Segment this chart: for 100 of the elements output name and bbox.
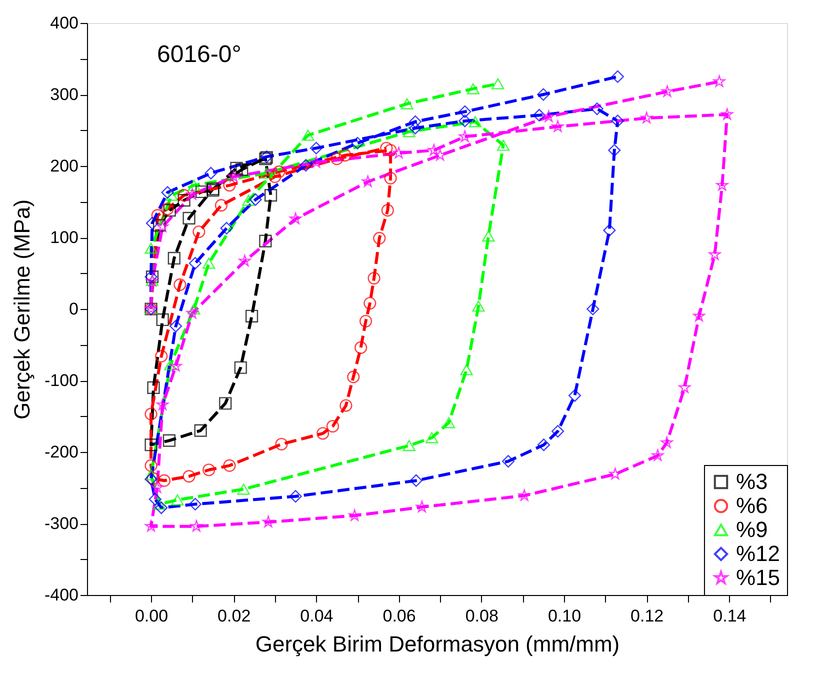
- point: [152, 219, 166, 232]
- point: [147, 381, 160, 394]
- point: [202, 258, 216, 269]
- point: [300, 158, 312, 172]
- point: [204, 166, 218, 180]
- point: [434, 148, 446, 160]
- point: [188, 256, 202, 270]
- point: [144, 469, 158, 480]
- x-tick-label: 0.02: [218, 606, 251, 626]
- point: [156, 313, 169, 326]
- point: [151, 481, 164, 493]
- point: [661, 85, 674, 97]
- point: [330, 152, 344, 166]
- point: [458, 114, 472, 128]
- point: [161, 186, 174, 199]
- point: [310, 142, 323, 154]
- x-tick-label: 0.12: [630, 606, 664, 626]
- point: [603, 224, 616, 237]
- point: [228, 170, 240, 182]
- point: [678, 381, 691, 393]
- point: [609, 468, 622, 480]
- point: [151, 209, 164, 222]
- point: [152, 498, 166, 510]
- point: [236, 163, 248, 176]
- legend-label: %12: [736, 541, 780, 566]
- point: [532, 108, 546, 122]
- point: [392, 146, 405, 158]
- point: [608, 144, 621, 157]
- point: [158, 474, 171, 487]
- annotation: 6016-0°: [157, 41, 242, 68]
- point: [262, 516, 274, 528]
- x-tick-label: 0.00: [134, 606, 168, 626]
- point: [381, 204, 394, 217]
- point: [272, 165, 286, 178]
- point: [264, 189, 278, 202]
- point: [402, 126, 416, 138]
- point: [259, 234, 272, 248]
- x-tick-label: 0.10: [548, 606, 582, 626]
- point: [542, 110, 555, 122]
- point: [290, 212, 302, 224]
- point: [144, 242, 158, 254]
- y-tick-label: 200: [50, 156, 78, 176]
- y-tick-label: 100: [50, 228, 78, 247]
- point: [460, 364, 473, 376]
- point: [351, 136, 364, 150]
- point: [186, 306, 198, 318]
- point: [472, 300, 485, 312]
- point: [348, 509, 361, 521]
- point: [156, 398, 169, 410]
- point: [182, 212, 196, 224]
- point: [316, 427, 330, 440]
- point: [220, 222, 233, 235]
- point: [409, 115, 422, 128]
- point: [310, 156, 322, 168]
- point: [302, 130, 314, 141]
- point: [384, 172, 397, 184]
- point: [242, 194, 255, 206]
- point: [186, 188, 198, 200]
- point: [442, 417, 456, 428]
- x-tick-label: 0.08: [465, 606, 498, 626]
- point: [362, 175, 374, 187]
- x-tick-label: 0.06: [382, 606, 416, 626]
- point: [196, 185, 208, 198]
- point: [249, 193, 262, 206]
- point: [260, 168, 273, 179]
- point: [144, 408, 158, 420]
- point: [155, 350, 168, 362]
- legend-label: %9: [736, 517, 768, 542]
- point: [289, 490, 302, 503]
- point: [165, 190, 178, 201]
- point: [188, 498, 202, 510]
- legend-label: %15: [736, 565, 780, 590]
- point: [640, 112, 653, 124]
- point: [178, 194, 190, 207]
- point: [537, 88, 550, 101]
- point: [144, 520, 158, 532]
- point: [144, 438, 158, 452]
- point: [482, 230, 495, 242]
- point: [708, 248, 721, 260]
- point: [168, 252, 180, 265]
- x-tick-label: 0.14: [713, 606, 746, 626]
- point: [219, 397, 232, 410]
- point: [660, 436, 673, 448]
- point: [426, 432, 438, 444]
- point: [169, 320, 182, 332]
- y-tick-label: -200: [44, 442, 78, 462]
- point: [410, 474, 422, 487]
- point: [156, 220, 169, 232]
- legend-label: %3: [736, 469, 768, 494]
- point: [144, 459, 158, 472]
- x-axis-title: Gerçek Birim Deformasyon (mm/mm): [255, 632, 620, 656]
- point: [214, 199, 228, 212]
- point: [496, 140, 510, 151]
- point: [537, 438, 550, 452]
- point: [468, 116, 482, 128]
- point: [190, 520, 202, 532]
- point: [409, 122, 422, 134]
- point: [384, 144, 397, 157]
- point: [458, 105, 472, 118]
- point: [340, 399, 352, 412]
